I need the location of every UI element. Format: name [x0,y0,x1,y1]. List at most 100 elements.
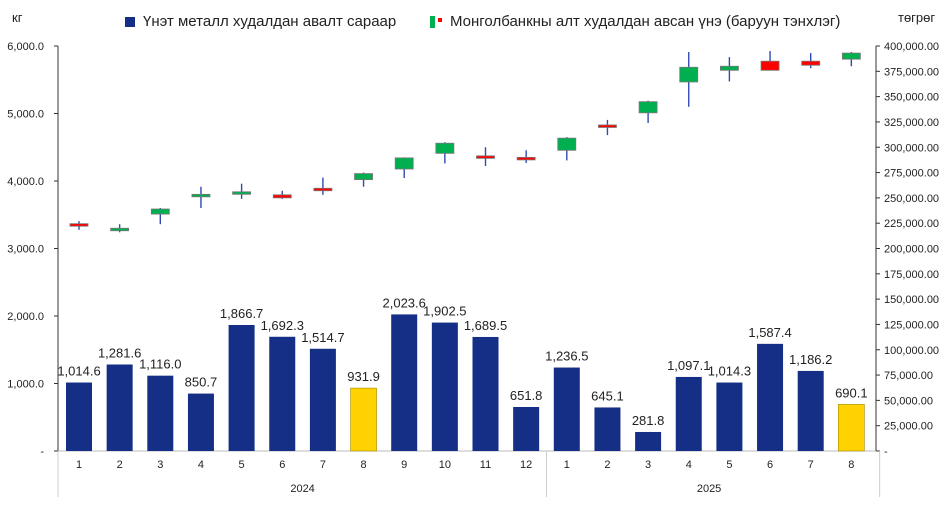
right-tick-label: 275,000.00 [884,168,939,180]
x-tick-label: 6 [279,459,285,471]
bar [431,322,458,451]
candle-legend-icon [430,14,442,30]
bar-data-label: 1,514.7 [301,330,344,345]
candle-body [638,101,658,114]
right-tick-label: 125,000.00 [884,319,939,331]
candle-body [760,60,780,71]
bar-data-label: 1,014.6 [57,364,100,379]
left-tick-label: - [40,446,44,458]
x-tick-label: 5 [239,459,245,471]
x-tick-label: 10 [439,459,451,471]
x-tick-label: 9 [401,459,407,471]
right-tick-label: 375,000.00 [884,66,939,78]
candle-body [354,173,373,181]
bar-data-label: 651.8 [510,388,543,403]
bar [350,387,377,452]
legend-label: Үнэт металл худалдан авалт сараар [143,13,397,30]
right-tick-label: 200,000.00 [884,244,939,256]
bar-data-label: 1,902.5 [423,304,466,319]
x-tick-label: 6 [767,459,773,471]
bar-data-label: 1,692.3 [261,318,304,333]
x-tick-label: 7 [320,459,326,471]
bar [716,382,743,451]
bar-data-label: 1,014.3 [708,364,751,379]
bar-data-label: 690.1 [835,385,868,400]
x-tick-label: 1 [564,459,570,471]
candle-body [598,124,617,128]
x-tick-label: 7 [808,459,814,471]
candle-body [720,65,739,71]
bar [513,407,540,451]
bar [757,343,784,451]
x-tick-label: 4 [686,459,692,471]
bar-data-label: 1,236.5 [545,349,588,364]
left-tick-label: 2,000.0 [7,311,44,323]
candle-body [191,193,211,198]
right-tick-label: 300,000.00 [884,142,939,154]
bar-data-label: 2,023.6 [383,295,426,310]
x-tick-label: 3 [157,459,163,471]
bar [391,314,418,451]
x-tick-label: 2 [117,459,123,471]
right-tick-label: 250,000.00 [884,193,939,205]
bar-data-label: 1,186.2 [789,352,832,367]
bar-data-label: 1,097.1 [667,358,710,373]
x-tick-label: 5 [726,459,732,471]
right-axis-title: төгрөг [898,10,936,25]
year-label: 2024 [290,483,314,495]
bar [594,407,621,451]
bar [553,367,580,451]
candle-body [435,142,455,154]
bar [838,404,865,452]
bar [66,382,92,451]
left-tick-label: 3,000.0 [7,244,44,256]
bar [228,324,255,451]
x-tick-label: 11 [480,459,491,471]
right-tick-label: 175,000.00 [884,269,939,281]
right-tick-label: 350,000.00 [884,92,939,104]
left-axis-title: кг [12,10,23,25]
left-tick-label: 1,000.0 [7,379,44,391]
bar [635,431,662,451]
legend-label: Монголбанкны алт худалдан авсан үнэ (бар… [450,13,841,30]
legend-item-bars: Үнэт металл худалдан авалт сараар [125,13,396,30]
bar [675,376,702,451]
candle-body [679,66,699,83]
bar-data-label: 1,116.0 [139,357,181,372]
bar [797,370,824,451]
x-tick-label: 4 [198,459,204,471]
bar [106,364,133,451]
right-tick-label: 75,000.00 [884,370,933,382]
right-tick-label: 325,000.00 [884,117,939,129]
bar-data-label: 1,689.5 [464,318,507,333]
candle-body [476,155,495,159]
x-tick-label: 2 [604,459,610,471]
x-tick-label: 1 [76,459,82,471]
right-tick-label: 150,000.00 [884,294,939,306]
right-tick-label: - [884,446,888,458]
left-tick-label: 6,000.0 [7,41,44,53]
bar [187,393,214,451]
bar-data-label: 931.9 [347,369,380,384]
bar-data-label: 1,281.6 [98,345,141,360]
candle-body [557,137,577,151]
candle-body [516,156,536,161]
bar-data-label: 1,866.7 [220,306,263,321]
bar [147,375,174,451]
bar-data-label: 281.8 [632,413,665,428]
bar [269,336,296,451]
right-tick-label: 50,000.00 [884,395,933,407]
bar-data-label: 645.1 [591,388,624,403]
right-tick-label: 400,000.00 [884,41,939,53]
candle-body [801,60,821,66]
right-tick-label: 100,000.00 [884,345,939,357]
candle-body [69,223,89,227]
bar [309,348,336,451]
candle-body [110,227,130,232]
left-tick-label: 5,000.0 [7,109,44,121]
bar-legend-swatch-icon [125,16,135,27]
legend-item-candles: Монголбанкны алт худалдан авсан үнэ (бар… [430,13,840,30]
bar-data-label: 1,587.4 [748,325,791,340]
